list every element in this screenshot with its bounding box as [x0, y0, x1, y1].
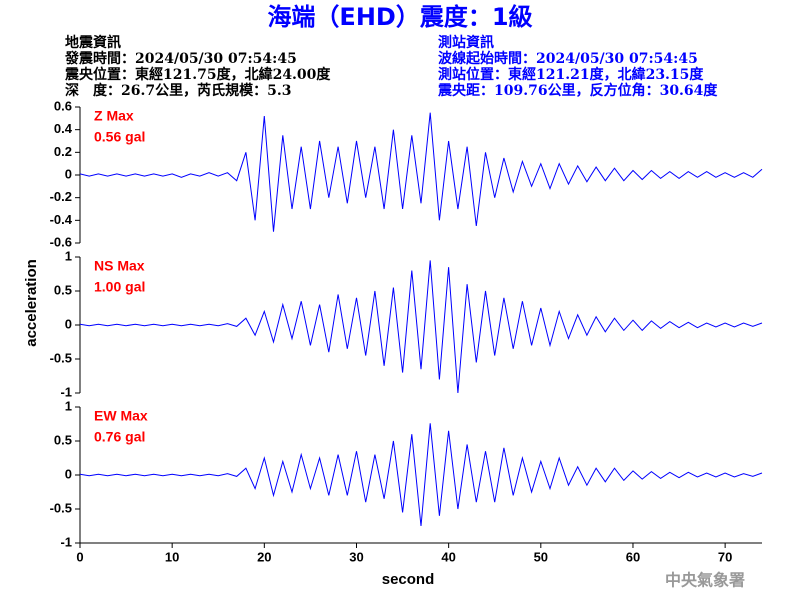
waveform	[79, 112, 763, 232]
y-tick-label: -0.6	[50, 234, 72, 249]
max-label: 1.00 gal	[94, 279, 145, 295]
info-left: 發震時間：2024/05/30 07:54:45	[64, 50, 297, 67]
y-tick-label: -0.5	[50, 350, 72, 365]
y-tick-label: -0.2	[50, 189, 72, 204]
y-tick-label: -0.4	[50, 212, 73, 227]
info-left: 深 度：26.7公里，芮氏規模：5.3	[65, 82, 291, 99]
info-left: 震央位置：東經121.75度，北緯24.00度	[64, 66, 331, 83]
max-label: 0.56 gal	[94, 129, 145, 145]
y-tick-label: 1	[65, 248, 72, 263]
y-tick-label: 0.6	[54, 98, 72, 113]
y-tick-label: 0.5	[54, 282, 72, 297]
footer: 中央氣象署	[665, 571, 745, 590]
x-tick-label: 10	[165, 549, 179, 564]
waveform	[79, 423, 763, 527]
info-right: 波線起始時間：2024/05/30 07:54:45	[438, 50, 698, 67]
x-tick-label: 60	[626, 549, 640, 564]
y-tick-label: 0.5	[54, 432, 72, 447]
component-label: NS Max	[94, 258, 145, 274]
x-axis-label: second	[382, 571, 435, 588]
title: 海端（EHD）震度：1級	[267, 3, 532, 31]
y-tick-label: -1	[60, 534, 72, 549]
info-right: 測站資訊	[438, 34, 494, 51]
y-tick-label: 1	[65, 398, 72, 413]
y-tick-label: -0.5	[50, 500, 72, 515]
y-tick-label: 0	[65, 166, 72, 181]
x-tick-label: 0	[76, 549, 83, 564]
info-right: 測站位置：東經121.21度，北緯23.15度	[438, 66, 704, 83]
y-tick-label: 0	[65, 316, 72, 331]
x-tick-label: 30	[349, 549, 363, 564]
y-axis-label: acceleration	[23, 259, 40, 347]
x-tick-label: 20	[257, 549, 271, 564]
y-tick-label: 0	[65, 466, 72, 481]
y-tick-label: 0.2	[54, 144, 72, 159]
info-right: 震央距：109.76公里，反方位角：30.64度	[437, 82, 718, 99]
x-tick-label: 70	[718, 549, 732, 564]
component-label: EW Max	[94, 408, 148, 424]
x-tick-label: 50	[534, 549, 548, 564]
y-tick-label: 0.4	[54, 121, 73, 136]
x-tick-label: 40	[441, 549, 455, 564]
max-label: 0.76 gal	[94, 429, 145, 445]
component-label: Z Max	[94, 108, 134, 124]
waveform	[79, 260, 763, 394]
y-tick-label: -1	[60, 384, 72, 399]
info-left: 地震資訊	[65, 34, 121, 51]
